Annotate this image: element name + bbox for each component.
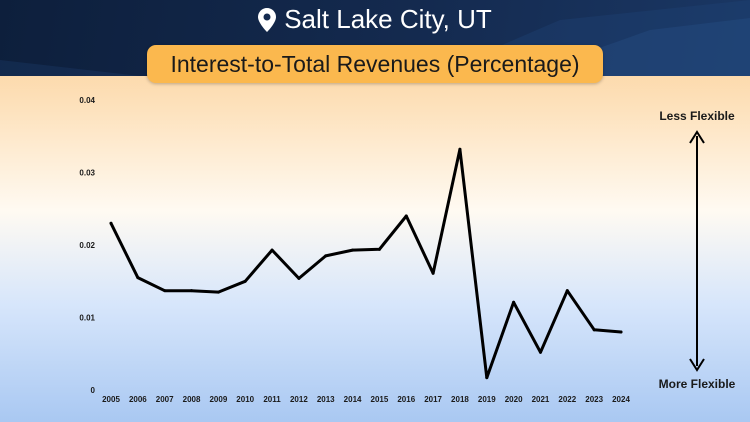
data-point	[458, 147, 462, 151]
data-point	[538, 350, 542, 354]
data-point	[485, 376, 489, 380]
x-tick-label: 2020	[505, 395, 523, 404]
double-arrow-vertical-icon	[689, 130, 705, 372]
x-tick-label: 2024	[612, 395, 630, 404]
location-text: Salt Lake City, UT	[284, 4, 492, 34]
x-tick-label: 2010	[236, 395, 254, 404]
x-tick-label: 2023	[585, 395, 603, 404]
y-tick-label: 0	[91, 386, 96, 395]
data-point	[216, 290, 220, 294]
data-point	[512, 300, 516, 304]
x-tick-label: 2019	[478, 395, 496, 404]
header-banner: Salt Lake City, UT	[0, 0, 750, 76]
x-tick-label: 2018	[451, 395, 469, 404]
x-tick-label: 2014	[344, 395, 362, 404]
x-tick-label: 2011	[263, 395, 281, 404]
x-tick-label: 2007	[156, 395, 174, 404]
x-tick-label: 2015	[371, 395, 389, 404]
y-tick-label: 0.03	[79, 169, 95, 178]
x-tick-label: 2006	[129, 395, 147, 404]
x-tick-label: 2012	[290, 395, 308, 404]
data-point	[592, 328, 596, 332]
data-point	[324, 254, 328, 258]
x-tick-label: 2008	[183, 395, 201, 404]
y-tick-label: 0.01	[79, 314, 95, 323]
data-point	[190, 289, 194, 293]
data-point	[377, 247, 381, 251]
x-tick-label: 2021	[532, 395, 550, 404]
series-line	[109, 147, 623, 380]
data-point	[351, 248, 355, 252]
x-tick-label: 2016	[397, 395, 415, 404]
location-heading: Salt Lake City, UT	[0, 4, 750, 35]
x-tick-label: 2005	[102, 395, 120, 404]
data-point	[619, 330, 623, 334]
less-flexible-label: Less Flexible	[659, 109, 735, 123]
data-point	[163, 289, 167, 293]
x-tick-label: 2013	[317, 395, 335, 404]
y-tick-label: 0.02	[79, 241, 95, 250]
data-point	[243, 279, 247, 283]
map-pin-icon	[258, 7, 277, 32]
x-tick-label: 2022	[558, 395, 576, 404]
more-flexible-label: More Flexible	[658, 377, 736, 391]
data-point	[136, 276, 140, 280]
data-point	[404, 214, 408, 218]
data-point	[297, 276, 301, 280]
x-tick-label: 2017	[424, 395, 442, 404]
data-point	[270, 248, 274, 252]
x-tick-label: 2009	[209, 395, 227, 404]
y-tick-label: 0.04	[79, 96, 95, 105]
data-point	[431, 271, 435, 275]
chart-title: Interest-to-Total Revenues (Percentage)	[147, 45, 603, 83]
data-point	[109, 221, 113, 225]
data-point	[565, 289, 569, 293]
